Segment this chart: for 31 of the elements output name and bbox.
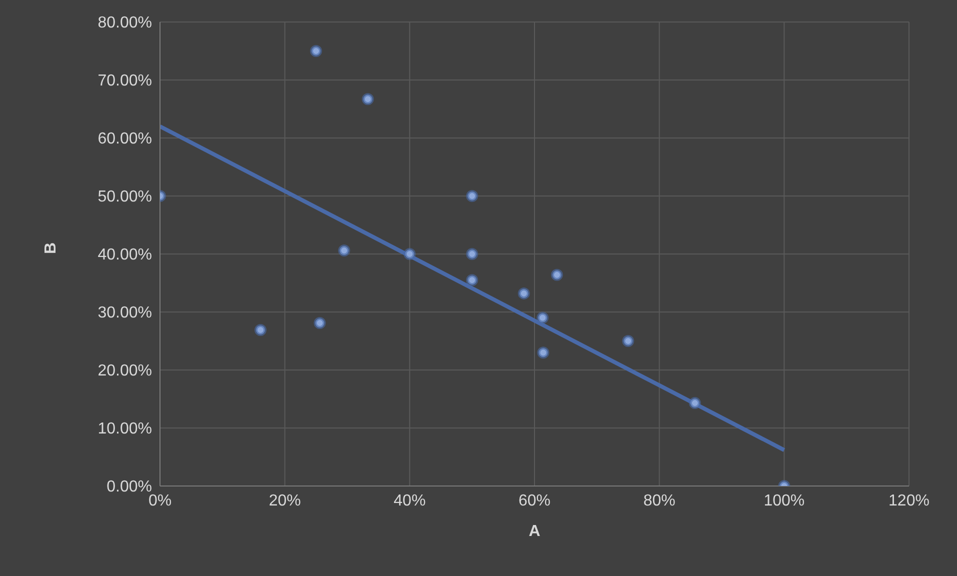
y-tick-label: 30.00% <box>98 304 152 322</box>
y-tick-label: 10.00% <box>98 420 152 438</box>
point <box>622 335 634 347</box>
x-tick-label: 60% <box>518 492 551 510</box>
x-tick-label: 120% <box>888 492 930 510</box>
x-tick-label: 40% <box>394 492 426 510</box>
x-tick-label: 20% <box>268 492 301 510</box>
point <box>466 274 478 286</box>
point <box>254 324 266 336</box>
y-tick-label: 80.00% <box>98 14 152 32</box>
y-tick-label: 60.00% <box>98 130 152 148</box>
point <box>536 312 549 324</box>
point <box>466 190 478 202</box>
x-tick-label: 80% <box>643 492 676 510</box>
point <box>550 268 563 281</box>
y-tick-label: 20.00% <box>98 362 152 380</box>
point <box>688 397 701 410</box>
point <box>338 244 350 257</box>
y-axis-title: B <box>42 242 60 254</box>
y-tick-label: 50.00% <box>98 188 152 206</box>
point <box>404 248 416 260</box>
point <box>466 248 478 260</box>
point <box>537 346 550 359</box>
point <box>518 287 530 300</box>
point <box>310 45 322 57</box>
y-tick-label: 70.00% <box>98 72 152 90</box>
y-tick-label: 40.00% <box>98 246 152 264</box>
x-tick-label: 100% <box>764 492 805 510</box>
x-axis-title: A <box>528 523 541 540</box>
point <box>362 93 374 106</box>
point <box>314 317 326 330</box>
